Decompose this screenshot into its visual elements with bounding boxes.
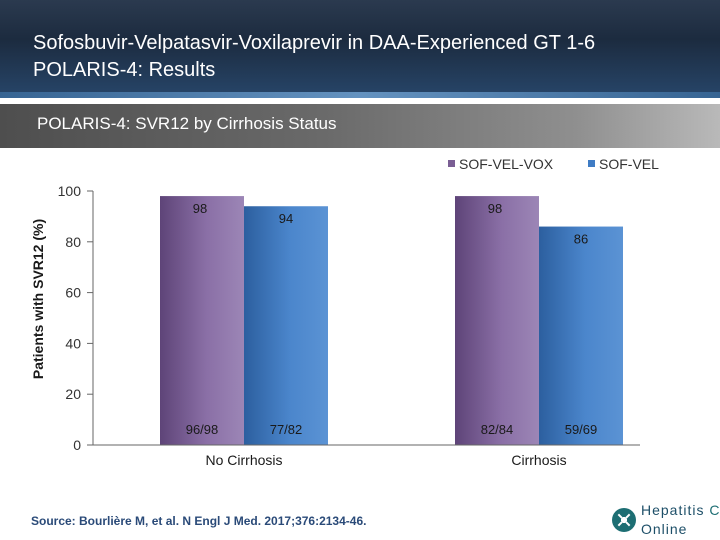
logo-mark-icon: [612, 508, 636, 532]
bar-value-label: 98: [488, 201, 502, 216]
logo-word-accent: C: [709, 502, 720, 518]
logo-word-1: Hepatitis: [641, 502, 705, 518]
bar-count-label: 96/98: [186, 422, 219, 437]
x-category-label: No Cirrhosis: [205, 452, 282, 468]
bar-value-label: 98: [193, 201, 207, 216]
hepatitis-c-online-logo: Hepatitis C Online: [612, 499, 719, 537]
slide-header: Sofosbuvir-Velpatasvir-Voxilaprevir in D…: [0, 0, 720, 98]
logo-text: Hepatitis C Online: [641, 501, 720, 539]
slide-title: Sofosbuvir-Velpatasvir-Voxilaprevir in D…: [33, 30, 713, 84]
logo-word-2: Online: [641, 521, 688, 537]
legend-swatch-sof-vel-vox: [448, 160, 455, 167]
title-line-1: Sofosbuvir-Velpatasvir-Voxilaprevir in D…: [33, 32, 596, 54]
bar: [455, 196, 539, 445]
legend-label-sof-vel-vox: SOF-VEL-VOX: [459, 156, 554, 172]
chart-subtitle: POLARIS-4: SVR12 by Cirrhosis Status: [37, 114, 337, 133]
x-category-label: Cirrhosis: [511, 452, 566, 468]
bar-count-label: 77/82: [270, 422, 303, 437]
legend-item-sof-vel: SOF-VEL: [588, 156, 659, 172]
title-line-2: POLARIS-4: Results: [33, 59, 216, 81]
bar: [244, 206, 328, 445]
y-tick-label: 20: [65, 386, 81, 402]
legend-item-sof-vel-vox: SOF-VEL-VOX: [448, 156, 553, 172]
bar: [539, 226, 623, 445]
bar-count-label: 82/84: [481, 422, 514, 437]
y-tick-label: 40: [65, 335, 81, 351]
bar: [160, 196, 244, 445]
subtitle-bar: [0, 104, 720, 148]
bar-chart: 0 20 40 60 80 100 98 96/98 94 77/82 No Cirrhosis 98…: [58, 183, 640, 468]
legend-swatch-sof-vel: [588, 160, 595, 167]
bar-value-label: 94: [279, 211, 293, 226]
legend-label-sof-vel: SOF-VEL: [599, 156, 659, 172]
y-tick-label: 0: [73, 437, 81, 453]
y-tick-label: 80: [65, 234, 81, 250]
bar-count-label: 59/69: [565, 422, 598, 437]
source-citation: Source: Bourlière M, et al. N Engl J Med…: [31, 514, 367, 528]
y-tick-label: 100: [58, 183, 82, 199]
y-tick-label: 60: [65, 285, 81, 301]
bar-value-label: 86: [574, 232, 588, 247]
